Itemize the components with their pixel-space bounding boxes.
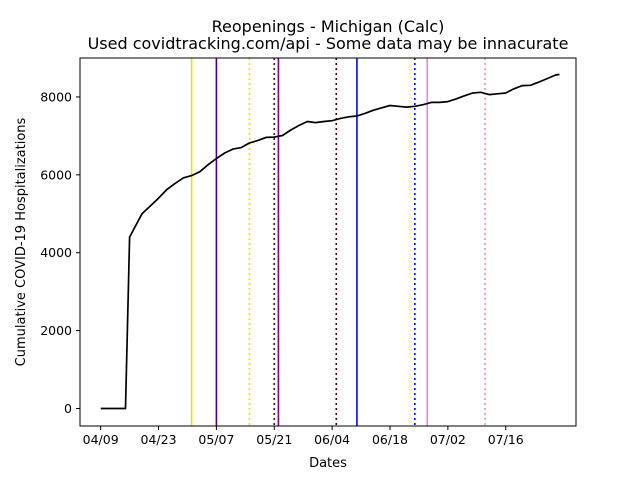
x-tick-label: 05/07 — [198, 432, 234, 447]
series-line-1 — [100, 73, 560, 410]
x-tick-label: 06/04 — [314, 432, 350, 447]
x-axis: 04/09 04/23 05/07 05/21 06/04 06/18 07/02 07/16 — [83, 426, 524, 447]
y-axis: 0 2000 4000 6000 8000 — [40, 89, 80, 416]
y-axis-label: Cumulative COVID-19 Hospitalizations — [14, 117, 29, 366]
x-tick-label: 06/18 — [372, 432, 408, 447]
y-tick-label: 6000 — [40, 167, 72, 182]
x-axis-label: Dates — [309, 456, 347, 471]
chart-title: Reopenings - Michigan (Calc) — [212, 17, 445, 36]
x-tick-label: 04/09 — [83, 432, 119, 447]
reopening-markers — [190, 58, 486, 426]
series-layer — [100, 73, 560, 410]
y-tick-label: 0 — [64, 401, 72, 416]
x-tick-label: 04/23 — [141, 432, 177, 447]
plot-frame — [79, 57, 577, 427]
y-tick-label: 2000 — [40, 323, 72, 338]
x-tick-label: 07/02 — [430, 432, 466, 447]
x-tick-label: 05/21 — [256, 432, 292, 447]
x-tick-label: 07/16 — [488, 432, 524, 447]
y-tick-label: 8000 — [40, 89, 72, 104]
chart-subtitle: Used covidtracking.com/api - Some data m… — [88, 34, 569, 53]
y-tick-label: 4000 — [40, 245, 72, 260]
